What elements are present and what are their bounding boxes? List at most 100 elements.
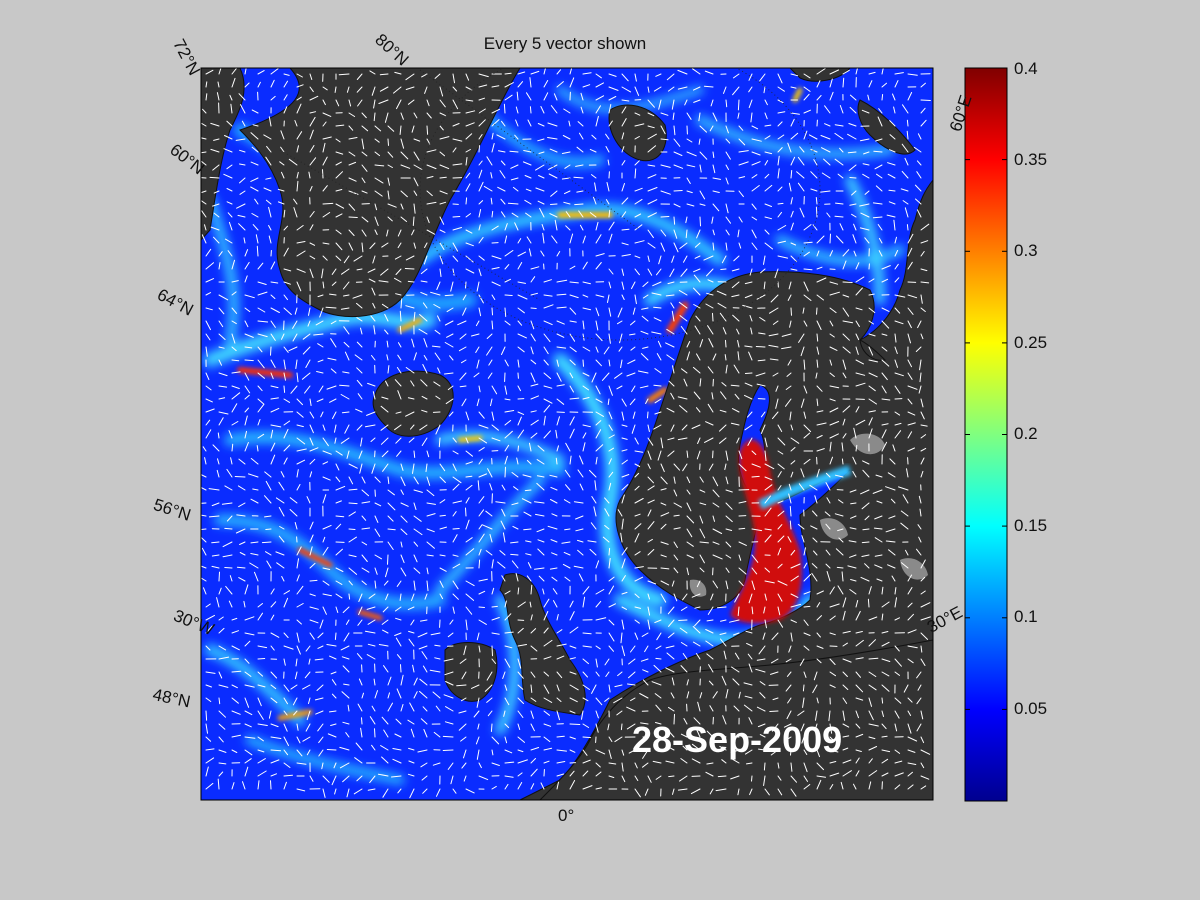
current-vector [836,566,844,569]
current-vector [257,736,264,742]
current-vector [764,216,772,220]
current-vector [275,497,285,504]
current-vector [621,424,628,427]
current-vector [907,411,916,416]
current-vector [860,576,870,582]
current-vector [673,514,680,517]
current-vector [647,538,653,543]
current-vector [391,775,402,778]
current-vector [660,512,670,517]
current-vector [439,268,442,277]
current-vector [356,317,363,322]
current-vector [239,541,246,545]
current-vector [309,579,318,582]
current-vector [218,656,230,660]
current-vector [205,766,209,777]
current-vector [881,320,890,329]
current-vector [237,485,246,491]
current-vector [322,142,326,153]
current-vector [829,736,835,742]
current-vector [523,528,532,531]
current-vector [829,407,839,413]
current-vector [397,242,402,249]
current-vector [517,772,523,777]
current-vector [450,775,454,785]
current-vector [205,723,208,734]
current-vector [486,156,493,166]
current-vector [517,445,519,452]
current-vector [387,489,395,496]
current-vector [399,325,402,335]
current-vector [543,92,549,101]
current-vector [316,371,324,374]
current-vector [692,626,701,634]
current-vector [790,86,797,89]
current-vector [693,274,701,283]
current-vector [413,567,421,574]
current-vector [348,580,353,586]
current-vector [582,684,590,690]
current-vector [569,645,577,649]
current-vector [744,372,753,374]
current-vector [654,693,662,699]
current-vector [668,619,675,627]
current-vector [549,474,558,478]
current-vector [790,156,796,166]
current-vector [561,541,571,544]
current-vector [226,120,233,127]
current-vector [836,235,844,244]
current-vector [720,391,727,400]
current-vector [343,326,350,335]
current-vector [771,632,779,641]
current-vector [231,782,235,790]
current-vector [920,411,925,420]
current-vector [348,463,358,469]
current-vector [556,251,561,257]
current-vector [894,784,901,790]
current-vector [721,382,727,387]
current-vector [777,619,784,628]
current-vector [699,151,708,160]
current-vector [634,294,637,305]
current-vector [686,541,694,547]
current-vector [777,202,784,205]
current-vector [569,320,577,323]
current-vector [591,134,597,140]
colorbar-tick-label: 0.15 [1014,516,1048,535]
current-vector [563,551,571,556]
current-vector [842,684,849,690]
current-vector [257,433,265,439]
current-vector [595,294,605,298]
current-vector [413,311,416,322]
current-vector [621,518,624,530]
current-vector [361,177,366,184]
current-vector [920,294,923,304]
current-vector [682,463,688,472]
current-vector [686,567,689,576]
current-vector [641,307,649,310]
current-vector [747,411,753,418]
current-vector [738,242,742,249]
current-vector [504,223,508,231]
current-vector [330,723,337,726]
current-vector [842,372,847,379]
current-vector [811,572,818,582]
current-vector [842,359,847,370]
current-vector [503,103,506,114]
current-vector [582,346,591,352]
current-vector [874,554,883,557]
current-vector [759,317,766,322]
current-vector [254,198,259,205]
current-vector [626,372,636,377]
current-vector [803,775,808,782]
current-vector [553,93,558,101]
current-vector [764,788,770,796]
current-vector [608,233,613,244]
colorbar-tick-label: 0.05 [1014,699,1048,718]
current-vector [322,185,328,192]
current-vector [725,151,731,160]
current-vector [810,148,818,153]
current-vector [855,382,866,387]
current-vector [680,758,688,764]
current-vector [463,749,467,759]
